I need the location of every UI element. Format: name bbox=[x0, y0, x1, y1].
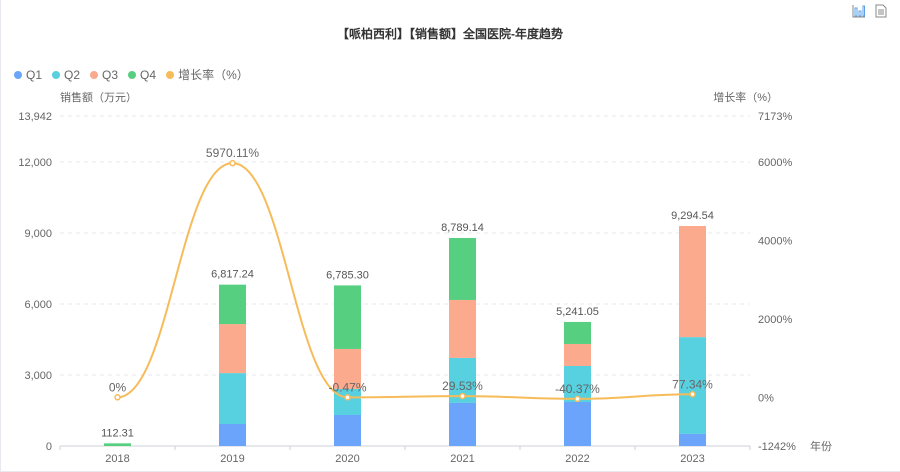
toolbox bbox=[852, 4, 888, 18]
legend-label: Q4 bbox=[140, 67, 157, 82]
legend-dot bbox=[128, 70, 137, 79]
bar-chart-icon[interactable] bbox=[852, 4, 866, 18]
legend-item-增长率（%）[interactable]: 增长率（%） bbox=[166, 66, 249, 83]
legend-label: Q2 bbox=[64, 67, 81, 82]
legend-label: 增长率（%） bbox=[178, 68, 249, 82]
legend-item-Q2[interactable]: Q2 bbox=[52, 66, 80, 83]
legend-item-Q3[interactable]: Q3 bbox=[90, 66, 118, 83]
legend-item-Q4[interactable]: Q4 bbox=[128, 66, 156, 83]
legend-label: Q3 bbox=[102, 67, 119, 82]
legend-dot bbox=[14, 70, 22, 79]
chart-title: 【哌柏西利】【销售额】全国医院-年度趋势 bbox=[337, 27, 563, 41]
legend-dot bbox=[52, 70, 61, 79]
legend-dot bbox=[166, 70, 175, 79]
legend-dot bbox=[90, 70, 99, 79]
data-view-icon[interactable] bbox=[874, 4, 888, 18]
legend-item-Q1[interactable]: Q1 bbox=[14, 66, 42, 83]
legend-label: Q1 bbox=[26, 67, 43, 82]
legend: Q1 Q2 Q3 Q4 增长率（%） bbox=[14, 66, 249, 83]
